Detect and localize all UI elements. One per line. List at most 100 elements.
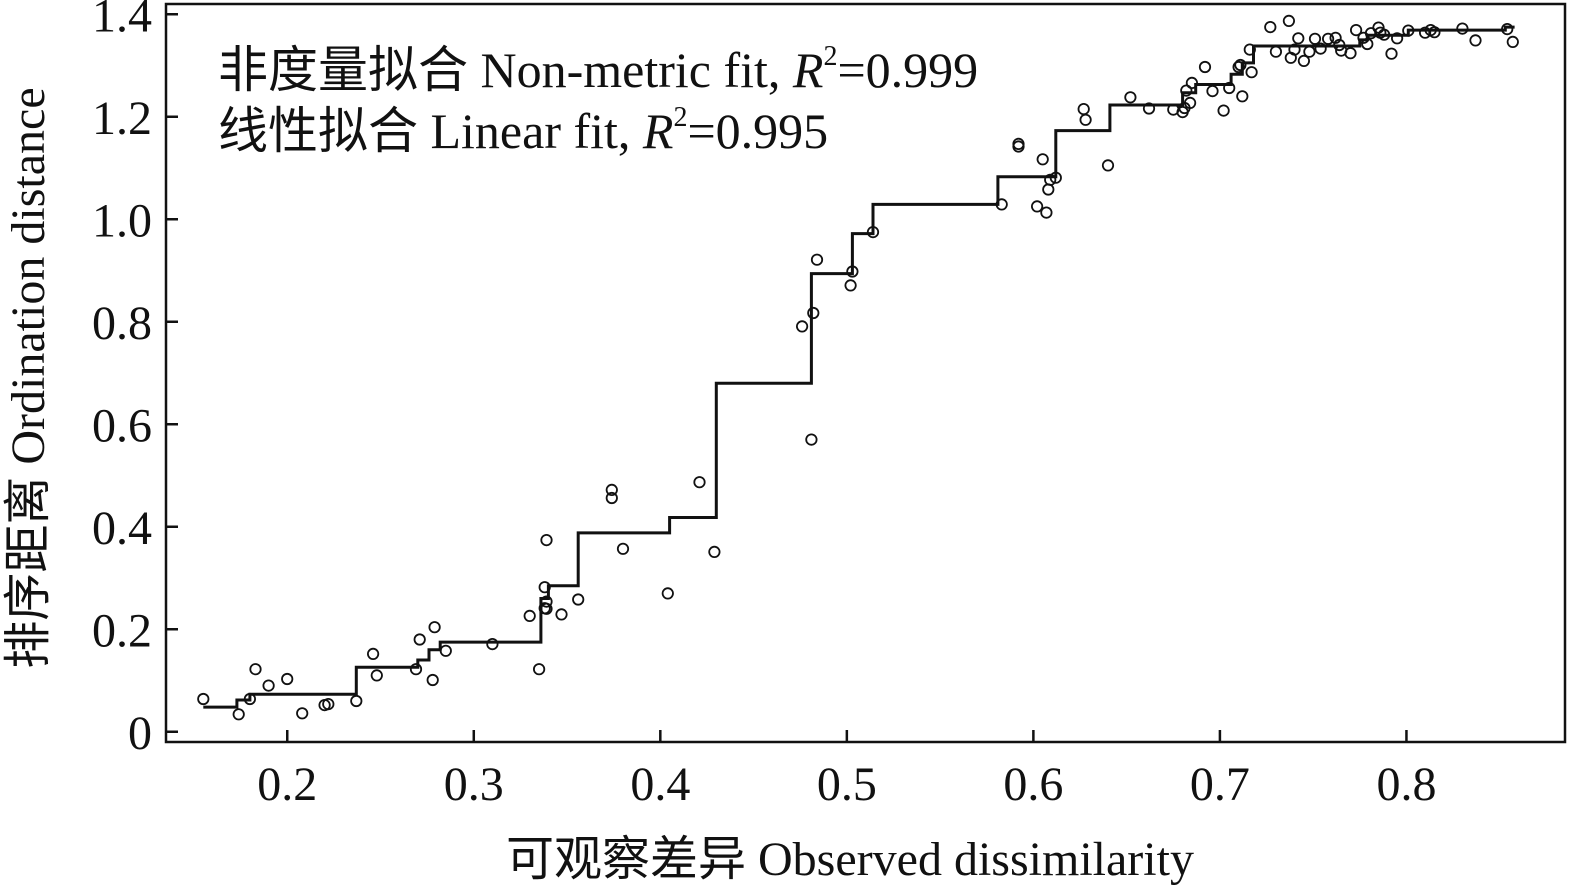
observed-point (1288, 43, 1301, 56)
legend-line-linear-superscript: 2 (673, 102, 687, 133)
nonmetric-fit-step-layer (203, 25, 1515, 709)
observed-point (1428, 26, 1441, 39)
legend-line-nonmetric-value: =0.999 (837, 42, 978, 98)
observed-point (413, 633, 426, 646)
legend-line-nonmetric-superscript: 2 (823, 41, 837, 72)
observed-point (995, 198, 1008, 211)
observed-point (844, 279, 857, 292)
observed-point (1402, 24, 1415, 37)
legend-line-nonmetric-r-symbol: R (792, 42, 824, 98)
y-tick-label: 0.4 (92, 502, 152, 555)
observed-point (1385, 47, 1398, 60)
observed-point (1234, 58, 1247, 72)
observed-point (1217, 104, 1230, 117)
observed-point (370, 669, 383, 682)
y-tick-label: 0.6 (92, 399, 152, 452)
observed-point (605, 483, 618, 496)
observed-point (1344, 47, 1357, 60)
observed-point (572, 593, 585, 606)
legend-line-nonmetric-prefix: 非度量拟合 Non-metric fit, (218, 42, 793, 98)
observed-point (322, 697, 335, 711)
observed-point (1303, 45, 1316, 58)
observed-point (1456, 22, 1469, 35)
observed-point (807, 306, 820, 320)
observed-point (197, 692, 210, 706)
observed-point (1361, 37, 1374, 51)
y-tick-label: 1.2 (92, 92, 152, 145)
observed-point (805, 433, 818, 446)
observed-point (1333, 38, 1346, 52)
plot-frame (164, 2, 1567, 744)
observed-point (661, 587, 674, 600)
legend-line-linear-r-symbol: R (642, 103, 674, 159)
x-tick-label: 0.7 (1190, 758, 1250, 811)
observed-point (281, 672, 294, 686)
observed-point (1185, 76, 1199, 90)
observed-point (1350, 24, 1363, 37)
axes-layer: 0.2 0.3 0.4 0.5 0.6 0.7 0.8 0 0.2 0.4 0.6 0.8 1.0 1.2… (92, 0, 1567, 811)
observed-point (1031, 200, 1044, 213)
observed-point (1049, 171, 1062, 184)
observed-point (1308, 32, 1322, 45)
observed-point (1322, 32, 1335, 45)
nonmetric-fit-step-line (203, 25, 1515, 709)
observed-point (1469, 34, 1482, 47)
observed-point (1314, 42, 1327, 55)
x-tick-label: 0.5 (817, 758, 877, 811)
x-tick-label: 0.4 (630, 758, 690, 811)
observed-point (1378, 28, 1391, 41)
legend-line-linear-value: =0.995 (687, 103, 828, 159)
x-tick-label: 0.6 (1003, 758, 1063, 811)
observed-point (1292, 32, 1305, 45)
observed-point (1124, 91, 1137, 104)
observed-point (540, 602, 553, 615)
y-tick-label: 0.8 (92, 297, 152, 350)
observed-point (605, 491, 618, 505)
observed-point (540, 533, 553, 547)
observed-point (426, 673, 439, 687)
observed-point (540, 595, 553, 608)
observed-point (1206, 85, 1219, 98)
y-axis-title: 排序距离 Ordination distance (2, 87, 55, 668)
observed-point (1282, 14, 1296, 27)
observed-points-layer (197, 14, 1519, 721)
observed-point (1223, 81, 1236, 95)
x-tick-label: 0.2 (257, 758, 317, 811)
observed-point (428, 621, 441, 634)
observed-point (1101, 159, 1115, 172)
y-tick-label: 1.0 (92, 194, 152, 247)
observed-point (810, 253, 824, 266)
observed-point (693, 476, 706, 489)
observed-point (1419, 26, 1432, 39)
x-axis-title: 可观察差异 Observed dissimilarity (506, 833, 1194, 886)
x-tick-label: 0.3 (444, 758, 504, 811)
observed-point (1142, 102, 1156, 115)
observed-point (1391, 32, 1404, 45)
x-tick-label: 0.8 (1376, 758, 1436, 811)
observed-point (1264, 21, 1277, 34)
observed-point (616, 542, 630, 555)
observed-point (1184, 96, 1197, 110)
y-tick-label: 0 (128, 707, 152, 760)
y-tick-label: 1.4 (92, 0, 152, 42)
observed-point (350, 694, 363, 708)
observed-point (1232, 60, 1245, 74)
observed-point (1180, 84, 1193, 97)
observed-point (1269, 45, 1283, 58)
observed-point (1245, 66, 1258, 79)
observed-point (1501, 23, 1514, 36)
observed-point (1329, 31, 1342, 44)
observed-point (846, 265, 859, 278)
observed-point (366, 647, 380, 661)
observed-point (538, 581, 551, 594)
legend-line-linear-prefix: 线性拟合 Linear fit, (218, 103, 643, 159)
observed-point (866, 226, 880, 239)
observed-point (523, 609, 536, 623)
observed-point (249, 663, 262, 676)
observed-point (262, 679, 275, 692)
observed-point (795, 320, 809, 333)
observed-point (243, 692, 256, 706)
observed-point (1236, 90, 1249, 103)
legend-line-nonmetric: 非度量拟合 Non-metric fit, R2=0.999 (218, 41, 978, 98)
